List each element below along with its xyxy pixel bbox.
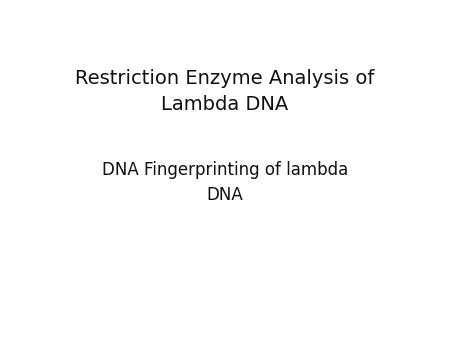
Text: Restriction Enzyme Analysis of
Lambda DNA: Restriction Enzyme Analysis of Lambda DN… — [75, 69, 375, 114]
Text: DNA Fingerprinting of lambda
DNA: DNA Fingerprinting of lambda DNA — [102, 161, 348, 204]
